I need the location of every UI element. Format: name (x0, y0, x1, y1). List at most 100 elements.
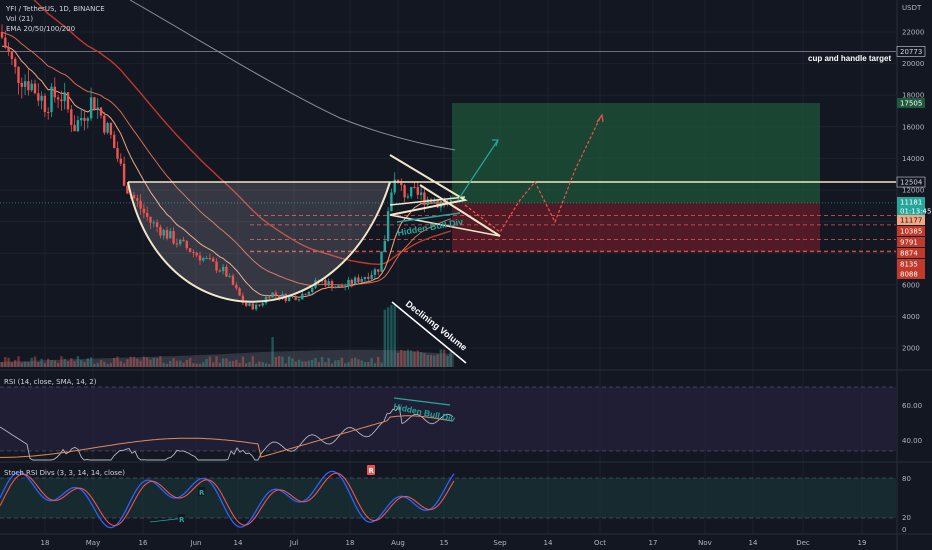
volume-bar (386, 307, 390, 367)
candle-body (344, 286, 347, 288)
time-tick: 16 (139, 539, 148, 547)
volume-bar (63, 358, 66, 367)
price-tick: 16000 (902, 123, 924, 131)
candle-body (449, 200, 452, 202)
candle-body (347, 279, 350, 287)
volume-bar (0, 362, 4, 367)
candle-body (146, 212, 149, 217)
ema-line[interactable]: EMA 20/50/100/200 (6, 25, 76, 33)
volume-bar (155, 358, 159, 367)
volume-bar (245, 363, 248, 367)
price-label-box (896, 46, 926, 57)
time-tick: Aug (391, 539, 405, 547)
volume-bar (215, 356, 218, 367)
price-label: 11181 (900, 199, 922, 207)
volume-ma (0, 349, 454, 367)
volume-bar (139, 360, 142, 367)
price-label-box (897, 197, 925, 207)
long-stop-zone[interactable] (452, 202, 820, 252)
volume-bar (419, 352, 423, 367)
volume-bar (56, 362, 60, 367)
time-axis[interactable]: 18 May 16 Jun 14 Jul 18 Aug 15 Sep 14 Oct 17 Nov 14 Dec… (41, 539, 867, 547)
candle-body (14, 58, 17, 67)
rsi-tick-40: 40.00 (902, 437, 922, 445)
volume-bar (360, 360, 363, 367)
volume-bar (370, 358, 373, 367)
candle-body (7, 47, 10, 53)
rsi-sma-line[interactable] (0, 415, 454, 458)
candle-body (274, 292, 278, 296)
candle-body (330, 281, 334, 289)
price-label: 12504 (900, 179, 923, 187)
ema-50-line[interactable] (1, 31, 451, 286)
candle-body (195, 252, 198, 256)
volume-bar (307, 360, 311, 367)
volume-bar (43, 363, 47, 367)
volume-bar (241, 356, 245, 367)
ema-200-line[interactable] (129, 0, 456, 151)
candle-body (400, 182, 403, 186)
volume-bar (7, 357, 10, 367)
volume-bar (96, 362, 99, 367)
candle-body (264, 296, 268, 304)
volume-bar (50, 360, 53, 367)
candle-body (113, 134, 116, 149)
rsi-line[interactable] (0, 404, 454, 461)
candle-body (27, 81, 30, 91)
candle-body (43, 95, 47, 113)
time-tick: 15 (440, 539, 449, 547)
volume-bar (363, 362, 367, 367)
handle-pennant[interactable] (389, 154, 501, 237)
price-label-box (896, 176, 926, 188)
candle-body (23, 81, 27, 87)
cup-pattern-outline[interactable] (127, 181, 391, 303)
time-tick: Oct (594, 539, 606, 547)
volume-bar (367, 362, 370, 367)
candle-body (179, 239, 182, 245)
volume-bar (192, 363, 195, 367)
cup-fill (128, 182, 390, 302)
volume-bar (443, 349, 446, 367)
volume-bar (208, 356, 212, 367)
volume-bar (258, 361, 261, 367)
candle-body (53, 86, 56, 98)
volume-bar (205, 358, 208, 367)
candle-body (235, 284, 238, 289)
symbol-line[interactable]: YFI / TetherUS, 1D, BINANCE (6, 5, 105, 13)
vol-line[interactable]: Vol (21) (6, 15, 34, 23)
candle-body (185, 241, 188, 249)
price-tick: 12000 (902, 187, 924, 195)
candle-body (254, 304, 258, 310)
candle-body (40, 95, 43, 101)
candle-body (212, 258, 215, 262)
candle-body (311, 287, 314, 292)
volume-bar (268, 363, 271, 367)
candle-body (192, 252, 195, 254)
stoch-d-line[interactable] (0, 472, 455, 527)
volume-bar (185, 359, 188, 367)
rsi-legend[interactable]: RSI (14, close, SMA, 14, 2) (4, 378, 97, 386)
time-tick: 17 (649, 539, 658, 547)
volume-bar (212, 362, 215, 367)
volume-bar (261, 362, 264, 367)
candle-body (393, 179, 396, 193)
candle-body (231, 275, 235, 285)
ema-100-line[interactable] (2, 0, 452, 266)
candle-body (202, 258, 205, 261)
stoch-legend[interactable]: Stoch RSI Divs (3, 3, 14, 14, close) (4, 469, 125, 477)
volume-bar (188, 358, 192, 367)
volume-bar (330, 363, 334, 367)
volume-bar (228, 361, 231, 367)
price-label-box (897, 206, 925, 216)
long-target-zone[interactable] (452, 103, 820, 203)
volume-bar (311, 359, 314, 367)
candle-body (370, 274, 373, 279)
candle-body (307, 291, 311, 295)
volume-bars (0, 304, 454, 367)
stoch-k-line[interactable] (0, 470, 455, 529)
volume-bar (93, 363, 96, 367)
ema-20-line[interactable] (1, 45, 451, 298)
volume-bar (334, 360, 337, 367)
